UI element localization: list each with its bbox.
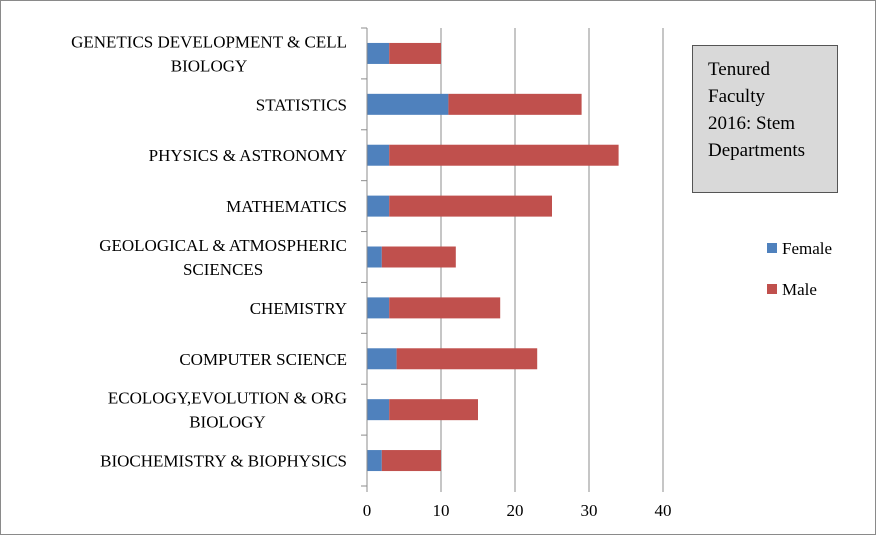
bar-male — [389, 399, 478, 421]
category-label: BIOCHEMISTRY & BIOPHYSICS — [100, 452, 347, 471]
bar-female — [367, 93, 449, 115]
bar-female — [367, 450, 382, 472]
bar-male — [381, 246, 456, 268]
x-tick-labels: 0 10 20 30 40 — [363, 501, 672, 520]
legend: Female Male — [767, 239, 832, 299]
legend-swatch-male — [767, 284, 777, 294]
bars — [367, 42, 619, 472]
category-label: MATHEMATICS — [226, 197, 347, 216]
category-label: BIOLOGY — [171, 56, 248, 75]
legend-swatch-female — [767, 243, 777, 253]
category-label: BIOLOGY — [189, 413, 266, 432]
axes — [361, 27, 664, 492]
chart-title-line: Tenured — [708, 59, 770, 80]
x-tick-label: 20 — [507, 501, 524, 520]
bar-female — [367, 195, 390, 217]
chart-title: Tenured Faculty 2016: Stem Departments — [692, 45, 838, 193]
bar-female — [367, 399, 390, 421]
category-label: COMPUTER SCIENCE — [179, 350, 347, 369]
x-tick-label: 0 — [363, 501, 372, 520]
bar-female — [367, 297, 390, 319]
bar-male — [389, 297, 501, 319]
bar-female — [367, 246, 382, 268]
bar-female — [367, 144, 390, 166]
category-label: PHYSICS & ASTRONOMY — [149, 146, 347, 165]
chart-title-line: Departments — [708, 140, 806, 161]
bar-male — [389, 42, 441, 64]
bar-male — [396, 348, 538, 370]
x-tick-label: 40 — [655, 501, 672, 520]
category-label: SCIENCES — [183, 260, 263, 279]
bar-female — [367, 348, 397, 370]
x-tick-label: 30 — [581, 501, 598, 520]
category-label: GENETICS DEVELOPMENT & CELL — [71, 32, 347, 51]
legend-label-female: Female — [782, 239, 832, 258]
bar-female — [367, 42, 390, 64]
bar-male — [389, 195, 552, 217]
category-label: ECOLOGY,EVOLUTION & ORG — [108, 389, 347, 408]
category-label: CHEMISTRY — [250, 299, 347, 318]
bar-male — [389, 144, 619, 166]
category-label: STATISTICS — [256, 95, 347, 114]
category-label: GEOLOGICAL & ATMOSPHERIC — [99, 236, 347, 255]
bar-male — [448, 93, 582, 115]
chart-title-line: 2016: Stem — [708, 113, 796, 134]
x-tick-label: 10 — [433, 501, 450, 520]
chart-title-line: Faculty — [708, 86, 765, 107]
legend-label-male: Male — [782, 280, 817, 299]
bar-male — [381, 450, 441, 472]
category-labels: GENETICS DEVELOPMENT & CELL BIOLOGY STATIS… — [71, 32, 347, 470]
